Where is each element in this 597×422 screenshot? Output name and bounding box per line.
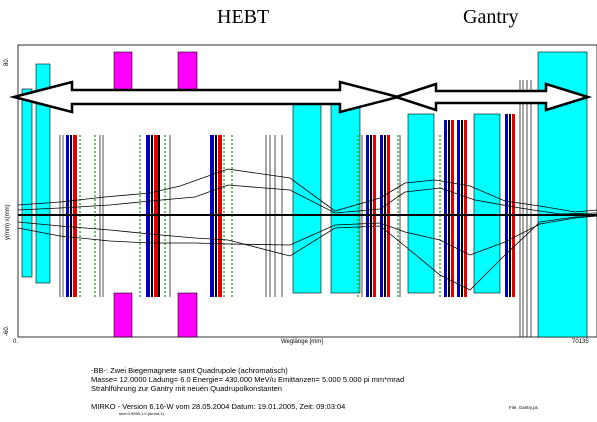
gantry-heading: Gantry <box>463 6 519 28</box>
element-bar <box>444 120 447 297</box>
info-line-4: MIRKO - Version 6.16-W vom 28.05.2004 Da… <box>91 402 346 411</box>
element-bar <box>509 114 511 297</box>
envelope-x-upper <box>17 168 597 213</box>
quad-block <box>292 99 322 294</box>
y-axis-bottom-label: -60. <box>4 325 10 336</box>
hebt-arrow <box>9 80 403 114</box>
plot-frame <box>17 44 597 338</box>
hebt-heading: HEBT <box>217 6 270 28</box>
dipole-blocks <box>113 51 198 338</box>
info-line-2: Masse= 12.0000 Ladung= 6.0 Energie= 430.… <box>91 375 405 384</box>
y-axis-title: y(mm) x(mm) <box>5 204 11 240</box>
dipole-block <box>113 292 133 338</box>
x-axis-right-label: 70135 <box>572 339 589 345</box>
info-line-1: -BB-: Zwei Biegemagnete samt Quadrupole … <box>91 366 288 375</box>
file-label: File: Gantry.ps <box>509 405 538 410</box>
info-line-3: Strahlführung zur Gantry mit neuen Quadr… <box>91 384 282 393</box>
quad-block <box>35 63 51 284</box>
quad-block <box>21 88 33 278</box>
envelope-y-lower <box>17 215 597 291</box>
x-axis-title: Weglänge [mm] <box>281 339 323 345</box>
quad-block <box>330 99 361 294</box>
envelope-y-upper <box>17 184 597 215</box>
x-axis-left-label: 0. <box>13 339 19 345</box>
dipole-block <box>177 51 198 93</box>
envelope-x-lower <box>17 215 597 256</box>
element-bar <box>448 120 450 297</box>
element-bars <box>66 114 515 297</box>
info-line-5: sem:0.9999,1.0 (dmod,1) <box>119 411 164 416</box>
y-axis-top-label: 80. <box>4 57 10 66</box>
dipole-block <box>113 51 133 93</box>
element-bar <box>451 120 454 297</box>
gantry-arrow <box>391 82 593 112</box>
element-bar <box>512 114 515 297</box>
element-bar <box>464 120 467 297</box>
dipole-block <box>177 292 198 338</box>
beam-envelopes <box>17 168 597 291</box>
quad-block <box>407 113 435 294</box>
element-bar <box>457 120 460 297</box>
element-bar <box>461 120 463 297</box>
